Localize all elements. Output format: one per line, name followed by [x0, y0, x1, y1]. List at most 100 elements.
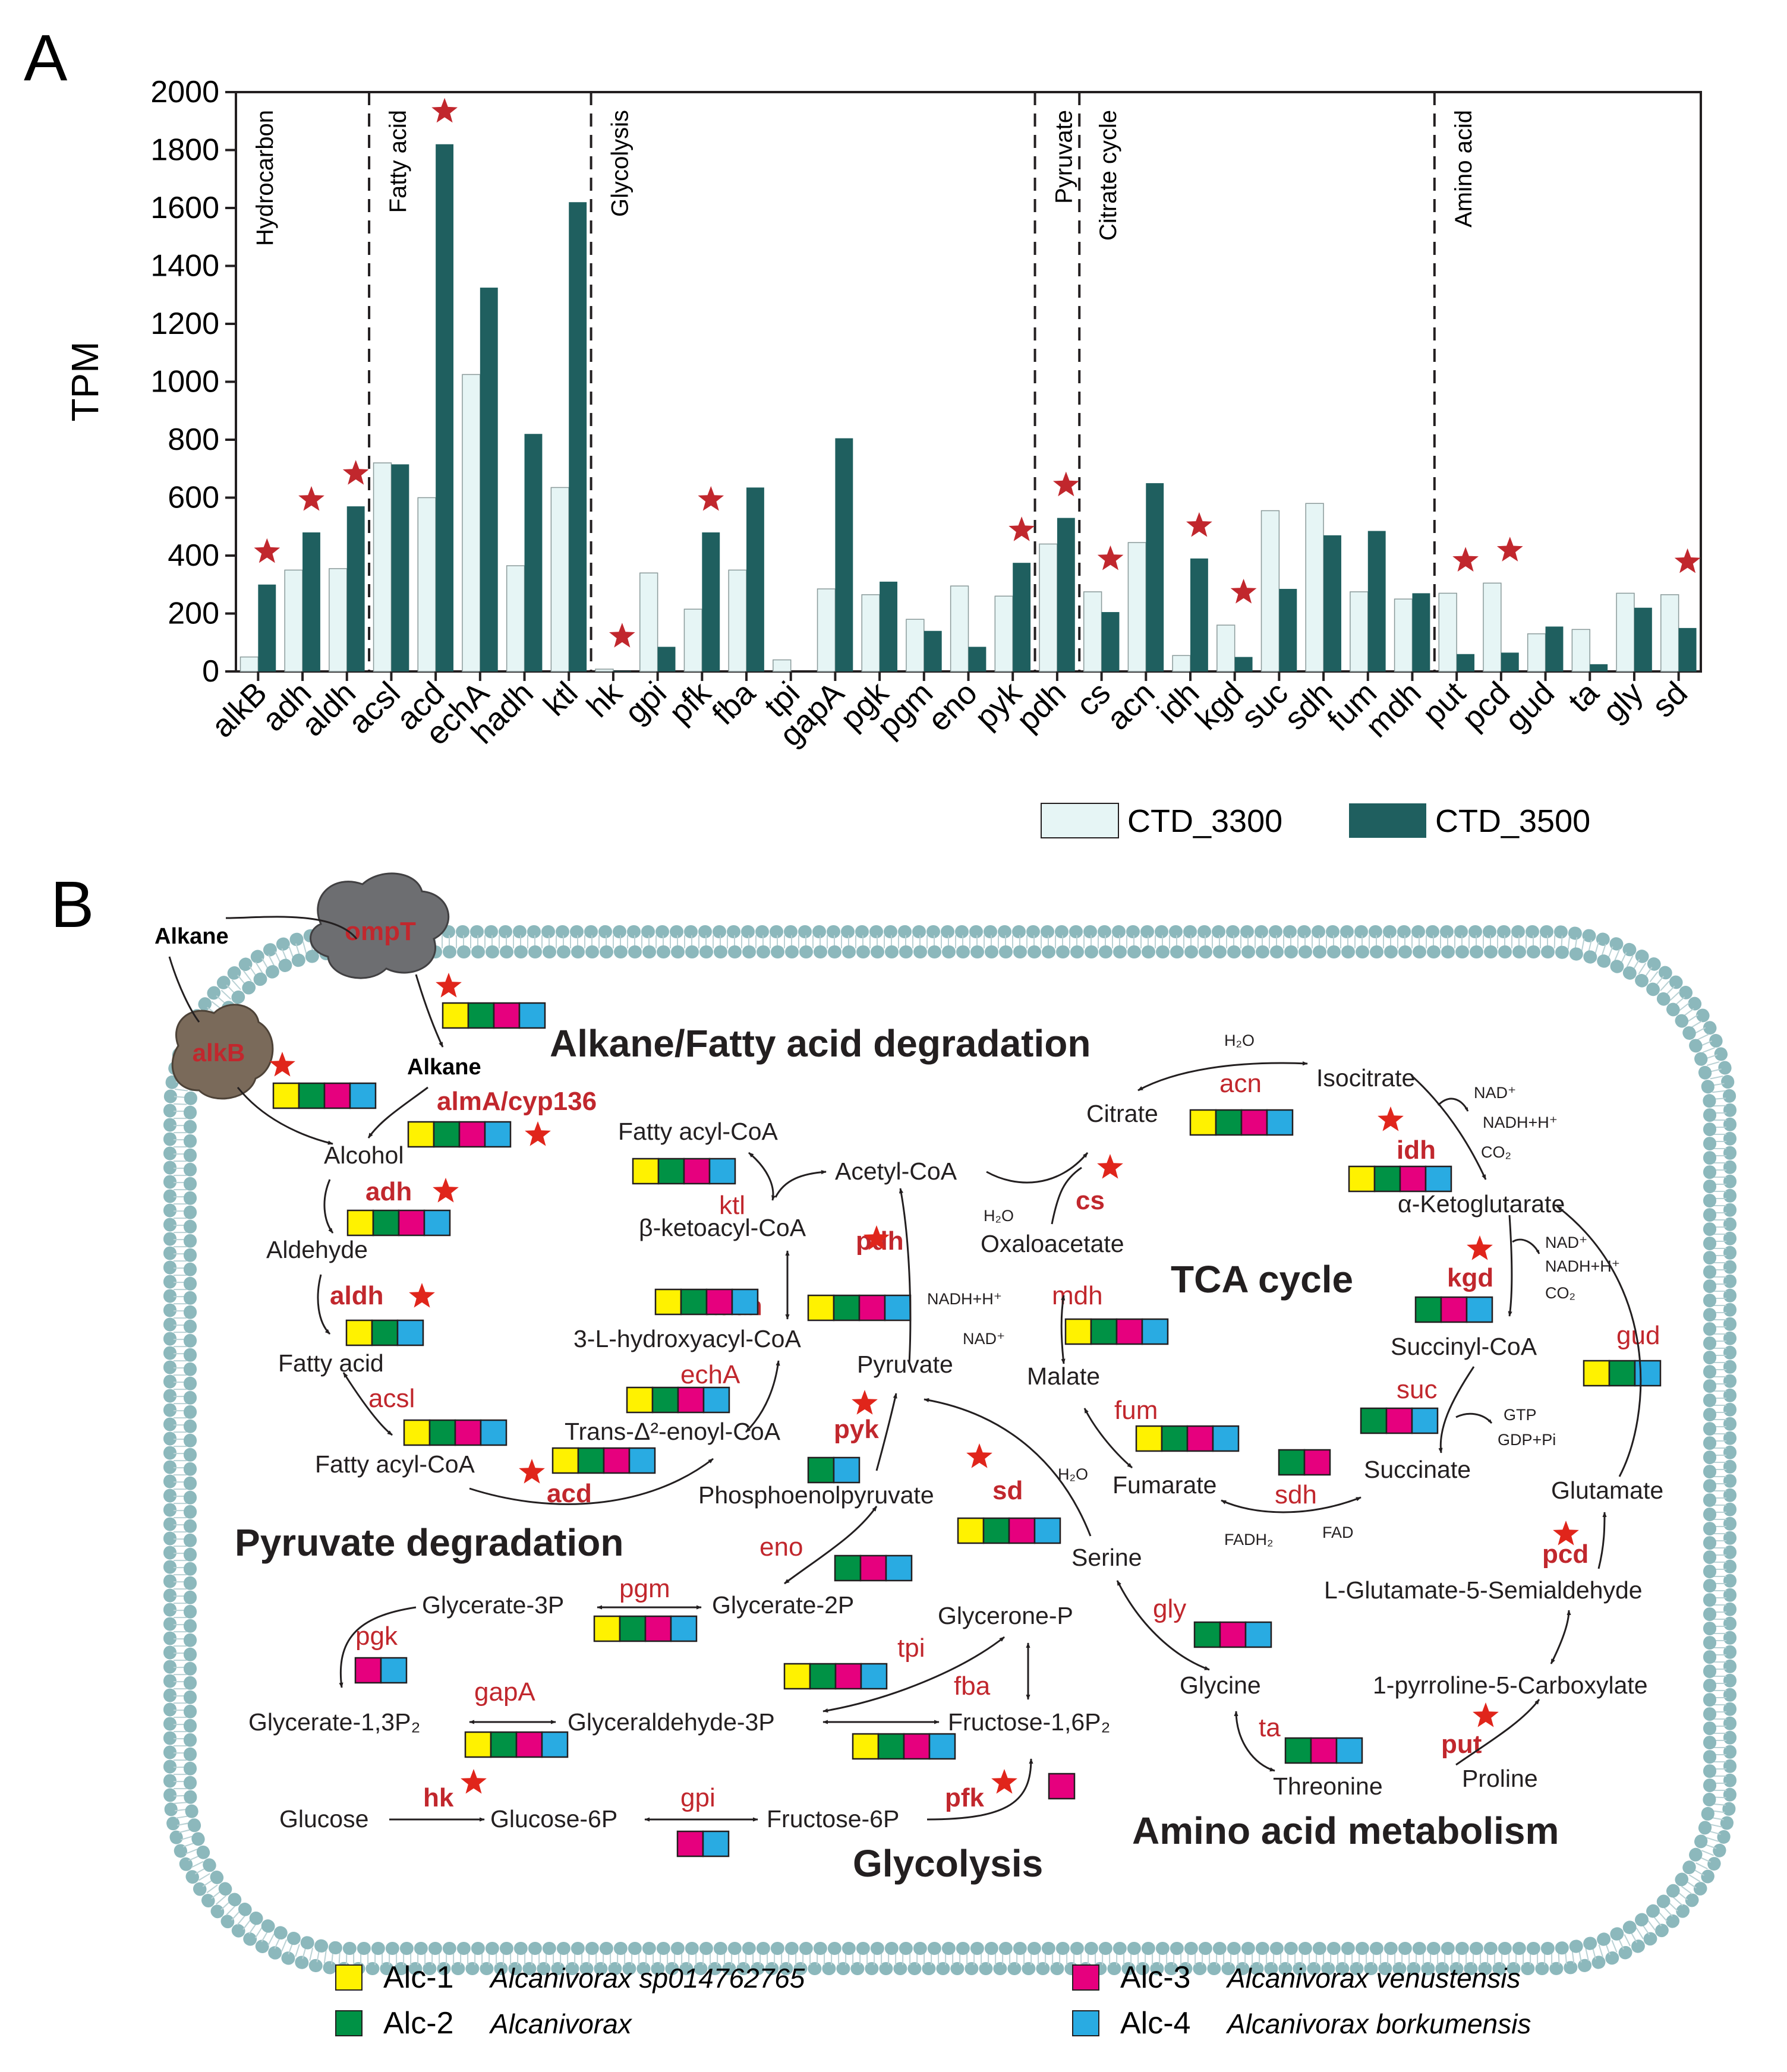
star-pyk — [852, 1390, 878, 1415]
arrow-gap-glycerone — [822, 1636, 1005, 1713]
bar-fum-CTD_3500 — [1367, 531, 1386, 671]
legend-code-Alc-1: Alc-1 — [383, 1960, 453, 1995]
species-boxes-suc — [1360, 1407, 1439, 1434]
box-fba-alc4 — [928, 1733, 956, 1760]
box-alkB-alc3 — [323, 1082, 351, 1109]
legend-label-ctd3300: CTD_3300 — [1127, 803, 1282, 839]
metabolite-enoyl: Trans-Δ²-enoyl-CoA — [565, 1418, 781, 1445]
legend-species-Alc-2: Alcanivorax — [488, 2008, 633, 2039]
star-acd — [519, 1459, 545, 1484]
box-acd-alc2 — [577, 1447, 605, 1474]
species-boxes-almA — [407, 1121, 512, 1148]
star-pdh — [1053, 471, 1079, 497]
species-boxes-acn — [1189, 1109, 1294, 1136]
enzyme-gpi: gpi — [680, 1783, 716, 1812]
species-boxes-eno — [834, 1554, 913, 1582]
legend-swatch-ctd3300 — [1041, 803, 1119, 838]
title-tca-cycle: TCA cycle — [1171, 1258, 1353, 1301]
box-ompT-alc2 — [467, 1002, 495, 1029]
metabolite-hydroxyacyl: 3-L-hydroxyacyl-CoA — [573, 1325, 801, 1352]
metabolite-glycerate2p: Glycerate-2P — [712, 1591, 854, 1619]
star-cs — [1097, 1154, 1123, 1179]
x-tick-label-fba: fba — [705, 674, 762, 731]
box-adh-alc3 — [398, 1209, 426, 1237]
box-pgm-alc4 — [670, 1615, 698, 1642]
species-boxes-kgd — [1414, 1296, 1493, 1323]
enzyme-cs: cs — [1076, 1186, 1105, 1215]
star-acd — [431, 97, 458, 123]
box-mdh-alc4 — [1141, 1318, 1169, 1345]
alkb-transporter-label: alkB — [193, 1039, 245, 1067]
arrow-f6p-fbp — [926, 1758, 1033, 1821]
star-alkB — [269, 1052, 295, 1077]
box-ompT-alc1 — [442, 1002, 469, 1029]
enzyme-echA: echA — [680, 1360, 740, 1389]
box-hadh-alc3 — [705, 1288, 733, 1316]
arrow-alkane-outside-alkb — [168, 956, 200, 1023]
legend-species-Alc-3: Alcanivorax venustensis — [1225, 1963, 1520, 1994]
metabolite-fatty_acid: Fatty acid — [278, 1349, 384, 1377]
arrow-acd-enoyl — [469, 1458, 714, 1505]
bar-fba-CTD_3300 — [728, 569, 747, 672]
bar-echA-CTD_3300 — [462, 374, 481, 672]
star-put — [1452, 547, 1479, 572]
box-idh-alc2 — [1373, 1165, 1401, 1193]
bar-hk-CTD_3300 — [595, 668, 614, 672]
box-ktl-alc4 — [708, 1158, 736, 1185]
arrow-acetylcoa-citrate — [986, 1152, 1089, 1184]
arrow-glu5sa-glutamate — [1597, 1512, 1607, 1569]
section-label: Pyruvate — [1051, 110, 1077, 204]
species-boxes-idh — [1348, 1165, 1452, 1193]
enzyme-gapA: gapA — [474, 1677, 535, 1707]
bar-gapA-CTD_3500 — [835, 438, 853, 671]
bar-acsl-CTD_3300 — [373, 462, 392, 672]
metabolite-glycerate13: Glycerate-1,3P₂ — [248, 1708, 420, 1736]
star-aldh — [409, 1283, 435, 1308]
star-almA — [525, 1121, 551, 1146]
bar-hadh-CTD_3500 — [524, 434, 543, 671]
metabolite-labels: Alcohol Aldehyde Fatty acid Fatty acyl-CoA F… — [248, 1064, 1663, 1833]
section-label: Hydrocarbon — [252, 110, 278, 246]
bar-sd-CTD_3300 — [1660, 594, 1679, 672]
metabolite-succinyl_coa: Succinyl-CoA — [1391, 1333, 1537, 1360]
bar-pdh-CTD_3500 — [1057, 518, 1075, 671]
bar-tpi-CTD_3300 — [773, 659, 792, 672]
box-acn-alc4 — [1266, 1109, 1294, 1136]
box-pgk-alc3 — [354, 1657, 382, 1684]
y-tick-label: 1400 — [150, 249, 219, 283]
arrow-p5c-glu5sa — [1550, 1610, 1571, 1664]
bar-sdh-CTD_3500 — [1323, 535, 1341, 671]
chart-legend: CTD_3300 CTD_3500 — [1041, 803, 1590, 839]
box-fum-alc4 — [1212, 1425, 1240, 1452]
cofactor-gtp: GTP — [1504, 1406, 1537, 1424]
box-gud-alc2 — [1608, 1360, 1636, 1387]
star-pfk — [991, 1769, 1017, 1794]
metabolite-p5c: 1-pyrroline-5-Carboxylate — [1373, 1672, 1648, 1699]
bar-put-CTD_3500 — [1457, 654, 1475, 671]
species-boxes-fum — [1135, 1425, 1240, 1452]
bar-idh-CTD_3500 — [1190, 558, 1208, 671]
membrane-outer-heads — [163, 925, 1736, 1975]
species-boxes-acsl — [403, 1419, 508, 1446]
title-amino-acid-metabolism: Amino acid metabolism — [1132, 1809, 1559, 1852]
metabolite-isocitrate: Isocitrate — [1316, 1064, 1415, 1092]
x-tick-label-gud: gud — [1498, 675, 1561, 738]
box-gapA-alc2 — [490, 1731, 518, 1758]
metabolite-alcohol: Alcohol — [324, 1141, 404, 1169]
box-almA-alc3 — [458, 1121, 486, 1148]
species-boxes-aldh — [345, 1319, 424, 1346]
bar-aldh-CTD_3300 — [329, 568, 348, 672]
alkane-outside-label: Alkane — [155, 924, 229, 949]
box-kgd-alc4 — [1465, 1296, 1493, 1323]
enzyme-pfk: pfk — [945, 1783, 985, 1812]
star-pdh — [863, 1225, 890, 1250]
species-presence-boxes — [272, 1002, 1662, 1857]
section-titles: Alkane/Fatty acid degradation TCA cycle … — [235, 1022, 1559, 1885]
box-sd-alc3 — [1008, 1517, 1036, 1544]
y-tick-label: 2000 — [150, 75, 219, 109]
y-tick-label: 1800 — [150, 133, 219, 168]
species-boxes-gpi — [676, 1830, 730, 1857]
metabolite-glycine: Glycine — [1180, 1672, 1261, 1699]
bar-acd-CTD_3300 — [417, 497, 436, 672]
